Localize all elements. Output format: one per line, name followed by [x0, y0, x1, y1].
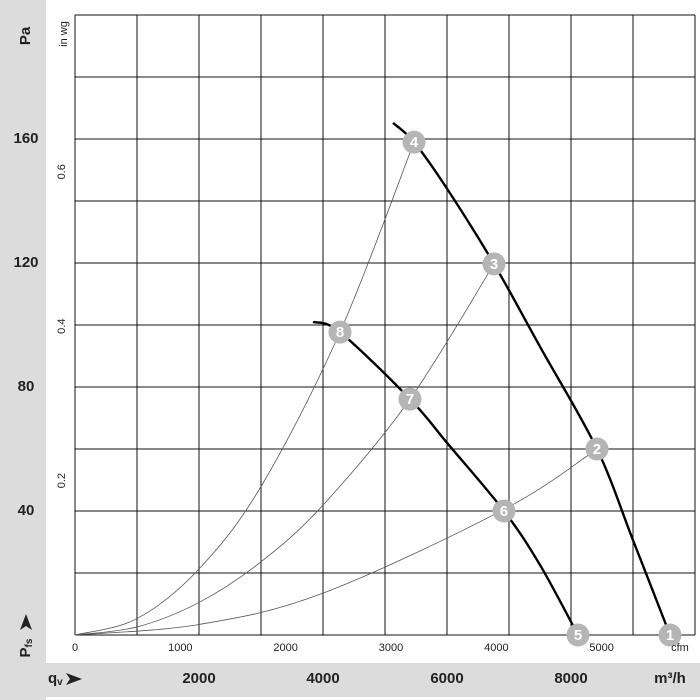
x-symbol-sub: v [57, 677, 63, 688]
y-tick-label: 160 [13, 130, 38, 147]
operating-point [585, 437, 609, 461]
y-tick-label: 80 [18, 378, 35, 395]
y2-tick-label: 0.2 [56, 473, 68, 488]
x-tick-label: 8000 [554, 670, 587, 687]
operating-point [658, 623, 682, 647]
operating-point-label: 4 [410, 134, 419, 151]
operating-point-label: 8 [336, 324, 344, 341]
operating-point-label: 1 [666, 627, 674, 644]
operating-point [398, 387, 422, 411]
y-arrow [20, 614, 32, 630]
operating-point [402, 130, 426, 154]
y-tick-label: 40 [18, 502, 35, 519]
x2-tick-label: 2000 [273, 642, 297, 654]
fan-curve [312, 320, 580, 636]
system-curve [74, 263, 495, 636]
y-tick-label: 120 [13, 254, 38, 271]
x2-tick-label: 4000 [484, 642, 508, 654]
x2-tick-label: 3000 [379, 642, 403, 654]
x2-tick-label: 5000 [589, 642, 613, 654]
x-tick-label: 2000 [182, 670, 215, 687]
operating-point [566, 623, 590, 647]
operating-point-label: 7 [406, 391, 414, 408]
y2-unit: in wg [58, 21, 70, 47]
operating-point-label: 3 [490, 256, 498, 273]
left-band [0, 0, 46, 700]
operating-point [328, 320, 352, 344]
y-symbol-sub: fs [24, 638, 35, 647]
operating-point-label: 2 [593, 441, 601, 458]
grid [74, 14, 696, 636]
operating-point [492, 499, 516, 523]
x-tick-label: 4000 [306, 670, 339, 687]
x2-tick-label: 1000 [168, 642, 192, 654]
x-symbol: qv [48, 670, 63, 688]
operating-point-label: 6 [500, 503, 508, 520]
y-symbol-main: P [17, 647, 34, 657]
y-symbol: Pfs [17, 638, 35, 657]
operating-point [482, 252, 506, 276]
operating-point-label: 5 [574, 627, 582, 644]
y-unit: Pa [17, 26, 34, 45]
x-arrow [66, 673, 82, 685]
x-symbol-main: q [48, 670, 57, 687]
bottom-band [0, 663, 700, 697]
y2-tick-label: 0.6 [56, 164, 68, 179]
fan-curve [392, 121, 672, 636]
x2-unit: cfm [671, 642, 689, 654]
system-curve [74, 141, 415, 636]
labels: 2000 4000 6000 8000 40 80 120 160 0 1000 2000 3000 4… [13, 130, 613, 687]
system-curve [74, 448, 598, 636]
x-unit: m³/h [654, 670, 686, 687]
curves: 1 2 3 4 5 6 7 8 [74, 121, 682, 647]
x2-tick-label: 0 [72, 642, 78, 654]
y2-tick-label: 0.4 [56, 319, 68, 334]
x-tick-label: 6000 [430, 670, 463, 687]
